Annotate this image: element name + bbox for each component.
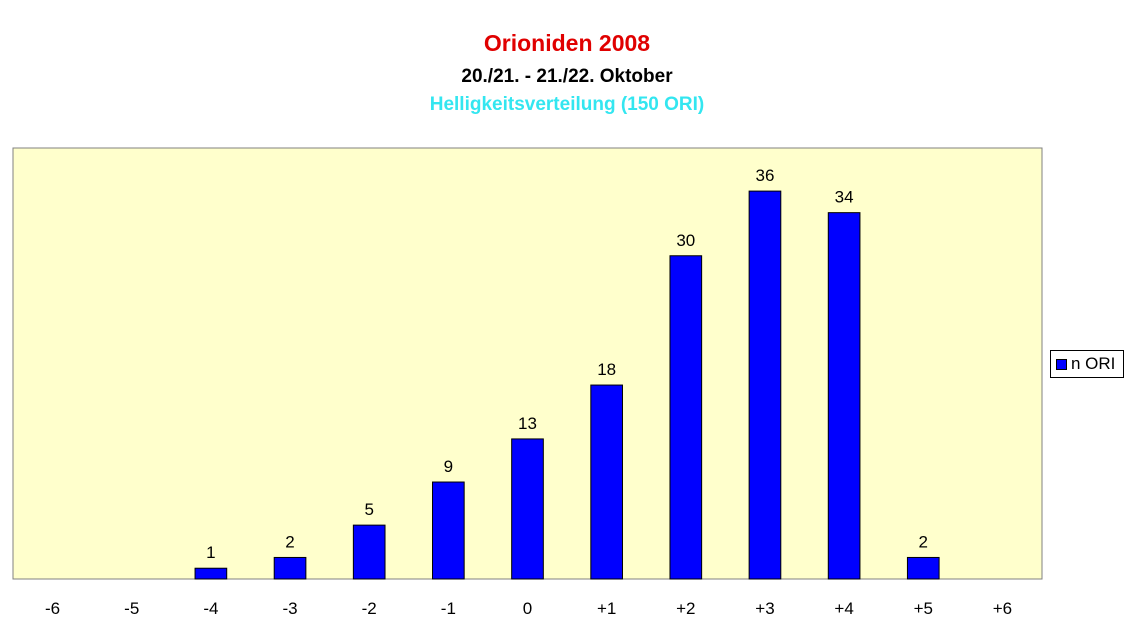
x-tick-label: -1 — [441, 599, 456, 618]
legend-label: n ORI — [1071, 354, 1116, 373]
legend-swatch — [1056, 358, 1067, 370]
data-label: 5 — [364, 500, 373, 519]
x-tick-label: -4 — [203, 599, 218, 618]
data-label: 1 — [206, 543, 215, 562]
x-tick-label: -3 — [282, 599, 297, 618]
bar — [194, 567, 228, 580]
legend: n ORI — [1050, 350, 1124, 378]
x-tick-label: +3 — [755, 599, 774, 618]
x-tick-label: +6 — [993, 599, 1012, 618]
bar — [906, 556, 940, 580]
chart-subtitle-2: Helligkeitsverteilung (150 ORI) — [429, 94, 705, 115]
x-tick-label: +4 — [834, 599, 853, 618]
x-tick-label: +5 — [914, 599, 933, 618]
bar — [352, 524, 386, 580]
chart-title: Orioniden 2008 — [483, 30, 651, 56]
chart-subtitle: 20./21. - 21./22. Oktober — [461, 66, 673, 87]
bar — [669, 255, 703, 580]
bar — [273, 556, 307, 580]
data-label: 30 — [676, 231, 695, 250]
data-label: 34 — [835, 188, 854, 207]
bar — [511, 438, 544, 580]
data-label: 13 — [518, 414, 537, 433]
data-label: 9 — [444, 457, 453, 476]
x-tick-label: -6 — [45, 599, 60, 618]
x-tick-label: +2 — [676, 599, 695, 618]
x-tick-label: 0 — [523, 599, 532, 618]
x-tick-label: -2 — [362, 599, 377, 618]
x-tick-label: +1 — [597, 599, 616, 618]
data-label: 2 — [919, 532, 928, 551]
bar — [590, 384, 623, 580]
data-label: 18 — [597, 360, 616, 379]
bar — [827, 212, 861, 580]
data-label: 2 — [285, 532, 294, 551]
x-tick-label: -5 — [124, 599, 139, 618]
data-label: 36 — [756, 166, 775, 185]
bar — [432, 481, 465, 580]
bar — [748, 190, 782, 580]
